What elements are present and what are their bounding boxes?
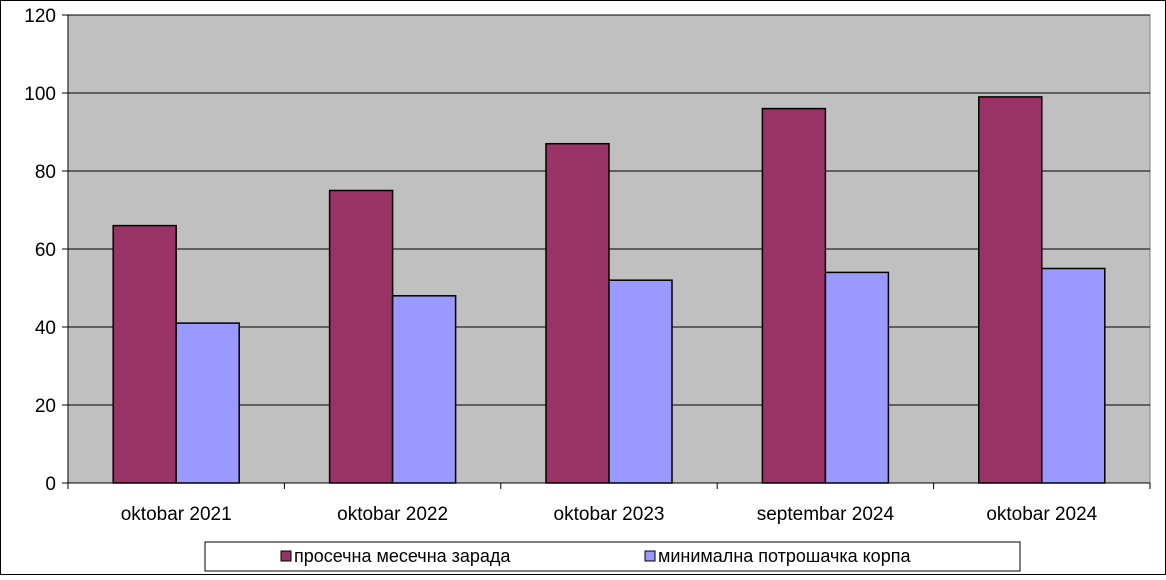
bar-salary-1 [328, 189, 394, 484]
legend: просечна месечна зарада минимална потрош… [204, 541, 1021, 572]
bar-basket-1 [391, 295, 457, 484]
legend-label-basket: минимална потрошачка корпа [658, 546, 911, 566]
bar-salary-0 [112, 224, 177, 484]
legend-box [204, 541, 1021, 572]
y-tick-label: 0 [45, 474, 56, 495]
bars [112, 96, 1106, 484]
bar-salary-2 [545, 142, 610, 484]
legend-swatch-salary [280, 550, 292, 562]
y-tick-label: 120 [24, 6, 56, 27]
x-category-label: oktobar 2022 [337, 504, 448, 525]
x-category-label: oktobar 2021 [121, 504, 232, 525]
y-tick-label: 40 [35, 318, 56, 339]
y-tick-label: 80 [35, 162, 56, 183]
x-category-label: oktobar 2023 [554, 504, 665, 525]
legend-label-salary: просечна месечна зарада [294, 546, 511, 566]
x-category-label: oktobar 2024 [986, 504, 1097, 525]
y-tick-labels: 0 20 40 60 80 100 120 [24, 6, 68, 495]
bar-basket-2 [608, 279, 673, 484]
y-tick-label: 100 [24, 84, 56, 105]
bar-basket-3 [824, 271, 890, 484]
y-tick-label: 60 [35, 240, 56, 261]
bar-basket-4 [1041, 267, 1106, 484]
bar-salary-4 [978, 96, 1043, 484]
bar-salary-3 [761, 107, 827, 484]
legend-swatch-basket [644, 550, 656, 562]
x-category-labels: oktobar 2021 oktobar 2022 oktobar 2023 sept… [121, 504, 1098, 525]
y-tick-label: 20 [35, 396, 56, 417]
x-category-label: septembar 2024 [757, 504, 895, 525]
bar-basket-0 [175, 322, 240, 484]
